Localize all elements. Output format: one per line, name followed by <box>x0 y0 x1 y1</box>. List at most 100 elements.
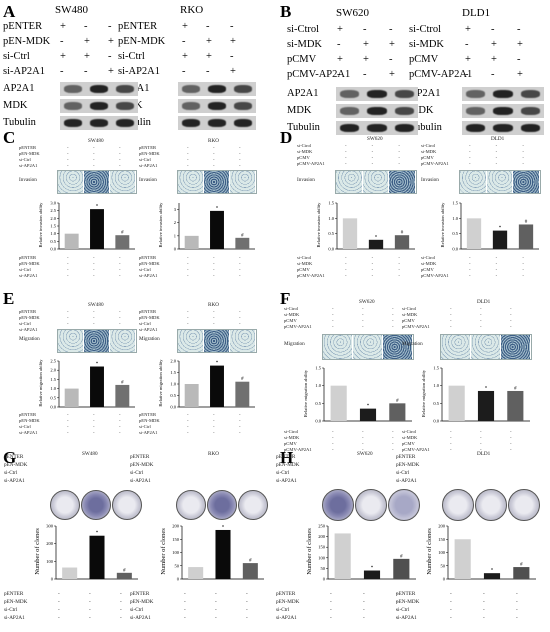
y-axis-label: Relative migration ability <box>38 359 43 407</box>
E-top-row-label: pENTER <box>19 309 37 314</box>
F-top-row-label: pCMV-AP2A1 <box>284 324 312 329</box>
E-title-2: RKO <box>208 302 219 308</box>
D-bottom-sign: - <box>469 255 471 260</box>
y-tick-label: 200 <box>172 524 180 529</box>
panel-letter-g: G <box>3 448 17 467</box>
E-strip-label: Migration <box>139 336 160 342</box>
blot-band <box>116 85 134 93</box>
D-bottom-row-label: pCMV-AP2A1 <box>297 273 325 278</box>
y-tick-label: 50 <box>321 566 326 571</box>
E-top-sign: - <box>239 315 241 320</box>
bar-D-DLD1-2 <box>492 230 508 249</box>
D-top-row-label: pCMV <box>421 155 434 160</box>
bar-H-SW620-2 <box>363 570 381 579</box>
D-bottom-row-label: pCMV <box>297 267 310 272</box>
blot-band <box>182 119 200 127</box>
D-bottom-row-label: si-Ctrol <box>297 255 312 260</box>
C-bottom-sign: - <box>239 255 241 260</box>
C-bottom-row-label: si-Ctrl <box>139 267 151 272</box>
G-bottom-sign: - <box>58 591 60 597</box>
F-bottom-sign: - <box>362 441 364 446</box>
H-bottom-sign: - <box>363 607 365 613</box>
D-top-sign: - <box>371 149 374 154</box>
blot-band <box>466 124 486 132</box>
B-blot-strip <box>336 87 418 101</box>
C-top-sign: - <box>67 151 69 156</box>
D-bottom-sign: - <box>522 261 524 266</box>
D-top-row-label: si-Ctrol <box>297 143 312 148</box>
F-top-sign: - <box>450 312 452 317</box>
y-tick-label: 1.0 <box>315 383 321 388</box>
C-bottom-sign: - <box>67 261 69 266</box>
C-top-sign: - <box>93 145 95 150</box>
A-sign: - <box>84 66 88 77</box>
bar-C-SW480-3 <box>115 235 130 249</box>
E-top-sign: - <box>239 321 241 326</box>
B-blot-label: MDK <box>287 105 312 116</box>
G-bottom-row-label: si-AP2A1 <box>130 615 151 621</box>
H-bottom-sign: - <box>363 615 365 621</box>
C-bottom-row-label: si-AP2A1 <box>139 273 158 278</box>
bar-D-DLD1-3 <box>518 224 534 249</box>
B-sign: + <box>491 54 497 65</box>
F-bottom-sign: - <box>510 429 512 434</box>
F-top-sign: - <box>332 318 334 323</box>
A-sign: - <box>84 21 88 32</box>
C-bottom-sign: - <box>239 267 241 272</box>
F-bottom-sign: - <box>332 429 334 434</box>
H-bottom-sign: - <box>516 615 518 621</box>
y-tick-label: 1.0 <box>50 231 56 236</box>
F-bottom-sign: - <box>480 447 482 452</box>
A-sign: - <box>206 66 210 77</box>
D-top-sign: - <box>345 161 347 166</box>
D-bottom-sign: - <box>371 273 374 278</box>
significance-marker: # <box>514 386 517 391</box>
bar-H-DLD1-1 <box>454 539 471 579</box>
bar-C-RKO-3 <box>235 237 250 249</box>
D-bottom-sign: - <box>495 255 498 260</box>
A-row-label: si-Ctrl <box>3 51 30 62</box>
A-sign: + <box>182 51 188 62</box>
C-top-sign: - <box>239 163 241 168</box>
D-top-sign: - <box>371 161 374 166</box>
E-bottom-sign: - <box>213 418 215 423</box>
blot-band <box>64 119 82 127</box>
H-bottom-row-label: si-Ctrl <box>276 607 290 613</box>
C-bottom-sign: - <box>93 255 95 260</box>
H-bottom-sign: - <box>450 591 452 597</box>
y-tick-label: 0 <box>174 247 177 252</box>
F-top-sign: - <box>450 318 452 323</box>
C-title-1: SW480 <box>88 138 104 144</box>
H-colony-plate <box>442 489 474 521</box>
G-bottom-sign: - <box>89 615 91 621</box>
H-top-row-label: si-AP2A1 <box>276 478 297 484</box>
C-bottom-sign: - <box>213 255 215 260</box>
D-top-sign: - <box>495 149 498 154</box>
F-top-sign: - <box>332 306 334 311</box>
F-top-row-label: pCMV <box>402 318 415 323</box>
E-bottom-sign: - <box>187 430 189 435</box>
H-top-row-label: pENTER <box>396 454 416 460</box>
significance-marker: * <box>216 361 219 366</box>
B-sign: - <box>363 24 367 35</box>
blot-band <box>520 107 540 115</box>
blot-band <box>493 107 513 115</box>
A-sign: + <box>182 21 188 32</box>
A-sign: - <box>206 21 210 32</box>
C-top-row-label: pENTER <box>139 145 157 150</box>
F-top-row-label: si-Ctrol <box>402 306 417 311</box>
G-bottom-sign: - <box>246 599 248 605</box>
bar-E-SW480-3 <box>115 384 130 407</box>
y-tick-label: 150 <box>172 537 180 542</box>
y-tick-label: 150 <box>318 545 326 550</box>
D-bottom-sign: - <box>469 267 471 272</box>
F-top-sign: - <box>332 324 334 329</box>
D-top-sign: - <box>345 155 347 160</box>
B-sign: - <box>465 39 469 50</box>
significance-marker: # <box>401 231 404 236</box>
blot-band <box>116 102 134 110</box>
A-sign: - <box>108 21 112 32</box>
panel-b-title-1: SW620 <box>336 7 369 19</box>
micrograph <box>84 330 109 352</box>
micrograph <box>460 171 486 193</box>
